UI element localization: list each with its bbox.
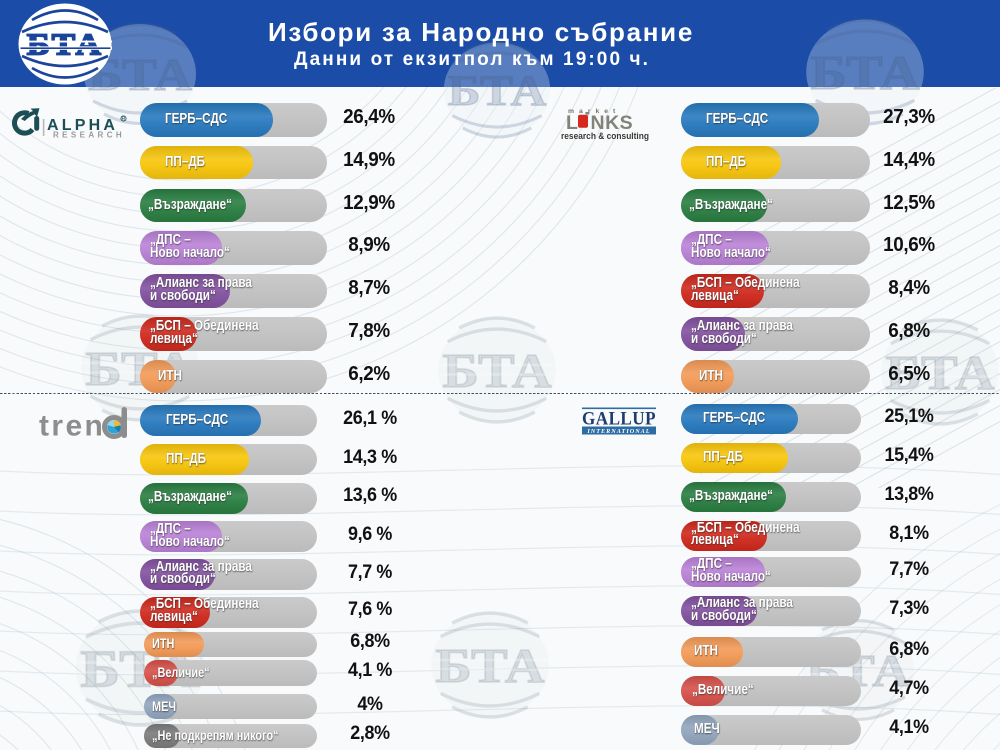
svg-text:GALLUP: GALLUP (582, 410, 656, 430)
svg-text:ALPHA: ALPHA (47, 117, 118, 134)
svg-text:NKS: NKS (591, 112, 634, 134)
svg-text:market: market (568, 108, 620, 115)
svg-text:R: R (122, 117, 126, 123)
svg-text:tren: tren (39, 410, 105, 443)
svg-text:L: L (566, 112, 578, 134)
svg-text:RESEARCH: RESEARCH (53, 131, 125, 139)
svg-text:research & consulting: research & consulting (561, 131, 649, 141)
svg-text:БТА: БТА (27, 28, 103, 62)
svg-text:INTERNATIONAL: INTERNATIONAL (586, 428, 650, 435)
